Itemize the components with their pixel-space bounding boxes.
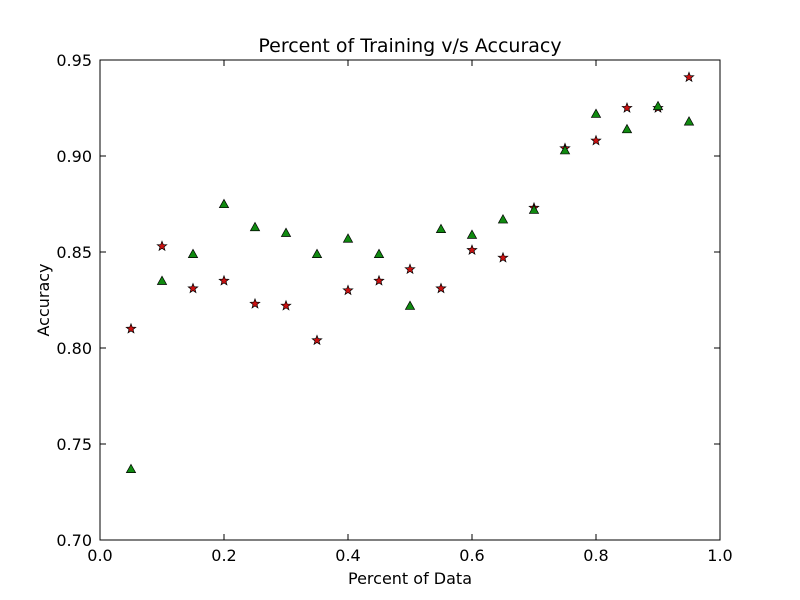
data-point-star (342, 284, 354, 296)
data-point-star (373, 274, 385, 286)
data-point-star (404, 263, 416, 275)
y-tick-label: 0.85 (56, 243, 92, 262)
data-point-star (187, 282, 199, 294)
data-point-star (280, 299, 292, 311)
data-point-star (249, 297, 261, 309)
y-tick-label: 0.80 (56, 339, 92, 358)
plot-frame (99, 59, 721, 541)
data-point-star (497, 251, 509, 263)
series-star (125, 71, 695, 346)
data-point-triangle (559, 144, 571, 155)
y-tick-label: 0.95 (56, 51, 92, 70)
x-axis-label: Percent of Data (348, 569, 472, 588)
y-tick-label: 0.70 (56, 531, 92, 550)
data-point-star (590, 134, 602, 146)
x-tick-label: 0.2 (211, 546, 236, 565)
chart-title: Percent of Training v/s Accuracy (258, 35, 561, 57)
data-point-triangle (280, 227, 292, 237)
data-point-triangle (466, 229, 478, 239)
data-point-triangle (497, 214, 509, 224)
data-point-triangle (342, 233, 354, 243)
ticks-layer: 0.0 0.2 0.4 0.6 0.8 1.0 0.70 0.75 0.80 0.85 0.90 0.… (56, 51, 732, 565)
x-tick-label: 0.4 (335, 546, 360, 565)
data-point-triangle (652, 100, 664, 111)
data-point-triangle (683, 116, 695, 126)
data-point-triangle (187, 248, 199, 258)
series-triangle (125, 100, 695, 473)
data-point-triangle (218, 198, 230, 209)
data-point-star (125, 322, 137, 334)
data-point-star (466, 244, 478, 255)
data-point-star (621, 101, 633, 113)
x-tick-label: 0.6 (459, 546, 484, 565)
data-point-triangle (156, 275, 168, 285)
data-point-star (218, 274, 230, 286)
data-point-triangle (621, 123, 633, 134)
data-point-triangle (249, 221, 261, 232)
y-axis-label: Accuracy (34, 263, 53, 336)
data-point-triangle (435, 223, 447, 233)
data-point-star (683, 71, 695, 83)
x-tick-label: 0.0 (87, 546, 112, 565)
data-point-triangle (590, 108, 602, 118)
data-point-star (156, 240, 168, 252)
data-point-triangle (125, 463, 137, 473)
points-layer (125, 71, 695, 473)
y-tick-label: 0.90 (56, 147, 92, 166)
data-point-star (435, 282, 447, 294)
x-tick-label: 0.8 (583, 546, 608, 565)
data-point-triangle (404, 300, 416, 310)
x-tick-label: 1.0 (707, 546, 732, 565)
data-point-star (311, 334, 323, 346)
data-point-triangle (528, 204, 540, 214)
data-point-triangle (311, 248, 323, 258)
data-point-triangle (373, 248, 385, 258)
y-tick-label: 0.75 (56, 435, 92, 454)
